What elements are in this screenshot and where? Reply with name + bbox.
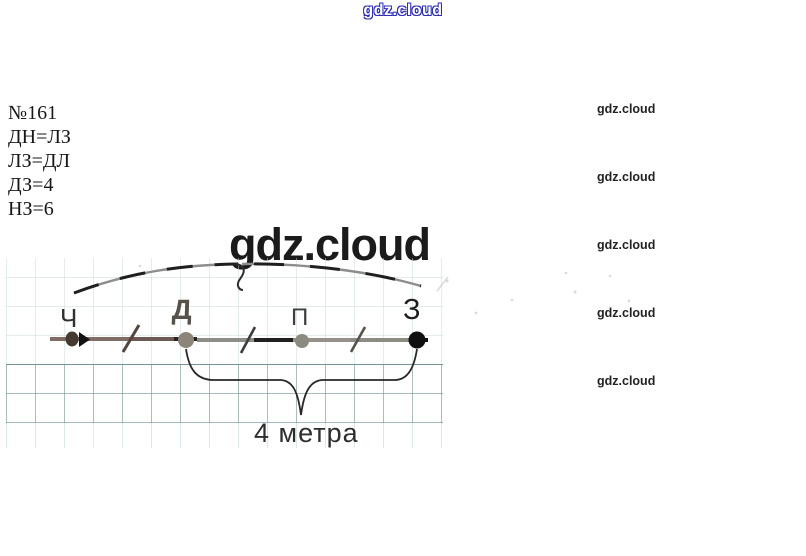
given-line: ДН=ЛЗ bbox=[8, 126, 71, 148]
problem-statement: №161 ДН=ЛЗ ЛЗ=ДЛ ДЗ=4 НЗ=6 bbox=[8, 101, 71, 221]
given-line: НЗ=6 bbox=[8, 198, 54, 220]
upper-brace bbox=[73, 262, 422, 295]
upper-brace-curl bbox=[235, 263, 245, 291]
side-watermark: gdz.cloud bbox=[597, 170, 656, 184]
given-line: ДЗ=4 bbox=[8, 174, 54, 196]
lower-brace bbox=[185, 348, 418, 416]
point-label-z: З bbox=[403, 294, 421, 326]
point-p-dot bbox=[295, 334, 309, 348]
point-ch-dot bbox=[65, 331, 79, 347]
side-watermark: gdz.cloud bbox=[597, 374, 656, 388]
grid-fade-area bbox=[6, 423, 443, 448]
point-label-ch: Ч bbox=[60, 303, 78, 333]
side-watermark: gdz.cloud bbox=[597, 306, 656, 320]
side-watermark-column: gdz.cloud gdz.cloud gdz.cloud gdz.cloud … bbox=[597, 102, 655, 442]
point-label-d: Д bbox=[171, 294, 193, 325]
segment-line bbox=[50, 337, 428, 342]
brace-measure-label: 4 метра bbox=[254, 418, 359, 448]
grid-faint-area bbox=[6, 258, 443, 365]
scan-noise bbox=[138, 264, 631, 315]
given-line: ЛЗ=ДЛ bbox=[8, 150, 71, 172]
side-watermark: gdz.cloud bbox=[597, 102, 656, 116]
point-d-dot bbox=[178, 332, 194, 348]
site-logo[interactable]: gdz.cloud bbox=[363, 2, 443, 19]
problem-number: №161 bbox=[8, 102, 58, 124]
points bbox=[65, 331, 426, 349]
grid-strong-area bbox=[6, 365, 443, 423]
side-watermark: gdz.cloud bbox=[597, 238, 656, 252]
point-z-dot bbox=[408, 331, 426, 349]
point-ch-arrow bbox=[79, 332, 90, 347]
hatch-ticks bbox=[121, 324, 367, 354]
point-label-p: П bbox=[291, 304, 309, 331]
